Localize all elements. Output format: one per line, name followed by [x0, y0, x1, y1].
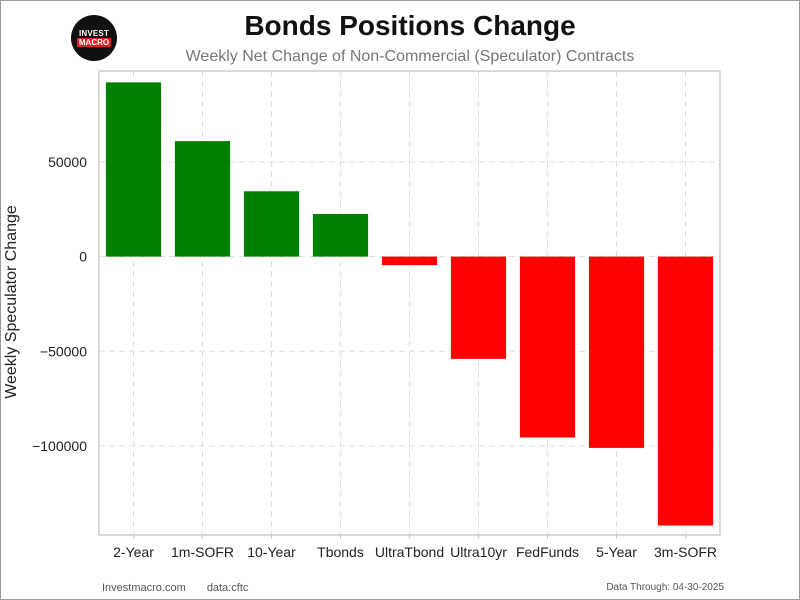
footer-source: data:cftc: [206, 582, 249, 594]
y-tick-label: 50000: [48, 154, 87, 170]
investmacro-logo: INVEST MACRO: [71, 15, 117, 61]
bar-ultra10yr: [450, 256, 507, 359]
footer-site: Investmacro.com: [102, 582, 186, 594]
x-tick-label: 1m-SOFR: [171, 544, 234, 560]
footer-left: Investmacro.com data:cftc: [102, 582, 248, 594]
y-axis-ticks: −100000 −50000 0 50000: [32, 154, 87, 454]
bar-1m-sofr: [174, 141, 231, 257]
y-tick-label: 0: [79, 249, 87, 265]
x-tick-label: FedFunds: [516, 544, 579, 560]
x-tick-label: UltraTbond: [375, 544, 444, 560]
bar-tbonds: [312, 213, 369, 257]
chart-subtitle: Weekly Net Change of Non-Commercial (Spe…: [185, 48, 635, 65]
x-axis-ticks: 2-Year 1m-SOFR 10-Year Tbonds UltraTbond Ultr…: [113, 535, 717, 560]
bars: [105, 82, 714, 526]
x-tick-label: 3m-SOFR: [654, 544, 717, 560]
x-tick-label: Tbonds: [317, 544, 364, 560]
x-tick-label: 10-Year: [247, 544, 296, 560]
bar-10-year: [243, 191, 300, 257]
bar-2-year: [105, 82, 162, 257]
bar-5-year: [588, 256, 645, 448]
logo-line1: INVEST: [78, 29, 110, 38]
chart-title: Bonds Positions Change: [244, 10, 576, 41]
x-tick-label: Ultra10yr: [450, 544, 507, 560]
bar-ultratbond: [381, 256, 438, 266]
y-tick-label: −50000: [40, 343, 87, 359]
footer-data-through: Data Through: 04-30-2025: [606, 582, 724, 593]
x-tick-label: 5-Year: [596, 544, 637, 560]
x-tick-label: 2-Year: [113, 544, 154, 560]
bar-fedfunds: [519, 256, 576, 438]
bar-3m-sofr: [657, 256, 714, 526]
logo-line2: MACRO: [76, 38, 112, 47]
y-tick-label: −100000: [32, 438, 87, 454]
